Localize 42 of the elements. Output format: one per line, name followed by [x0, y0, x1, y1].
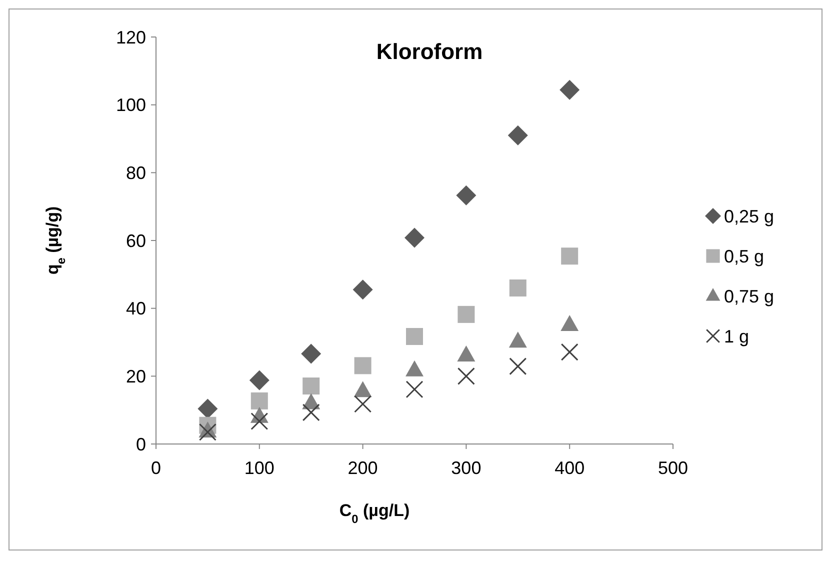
legend-label: 0,75 g: [724, 286, 774, 306]
point: [354, 357, 372, 374]
x-tick-label: 100: [244, 458, 274, 478]
point: [560, 343, 578, 361]
point: [198, 398, 218, 419]
point: [250, 392, 268, 410]
point: [508, 125, 528, 146]
y-tick-label: 60: [126, 230, 146, 251]
legend-label: 0,5 g: [724, 246, 764, 266]
point: [249, 370, 270, 390]
y-tick-label: 0: [136, 434, 146, 454]
x-tick-label: 0: [150, 458, 162, 478]
point: [561, 248, 578, 265]
legend-label: 0,25 g: [724, 206, 774, 226]
point: [302, 378, 320, 395]
point: [250, 412, 268, 430]
point: [198, 423, 216, 441]
x-tick-label: 400: [554, 458, 585, 478]
point: [302, 404, 320, 422]
point: [406, 328, 423, 345]
x-tick-label: 500: [658, 458, 688, 478]
y-tick-label: 80: [126, 162, 146, 183]
point: [509, 358, 527, 376]
point: [456, 185, 476, 206]
point: [406, 380, 424, 398]
y-tick-label: 120: [116, 27, 146, 48]
chart-title: Kloroform: [376, 39, 483, 64]
legend-label: 1 g: [724, 326, 750, 346]
point: [352, 280, 373, 300]
x-tick-label: 200: [348, 458, 378, 478]
point: [404, 228, 424, 248]
point: [457, 367, 475, 385]
point: [354, 395, 372, 413]
y-tick-label: 40: [126, 298, 146, 319]
y-tick-label: 20: [126, 366, 146, 386]
point: [509, 279, 526, 296]
point: [560, 80, 580, 100]
x-tick-label: 300: [451, 458, 482, 478]
point: [301, 344, 322, 364]
y-tick-label: 100: [116, 95, 146, 116]
x-axis-title: C$_{0}$ (µg/L): [339, 501, 410, 526]
point: [458, 306, 475, 323]
